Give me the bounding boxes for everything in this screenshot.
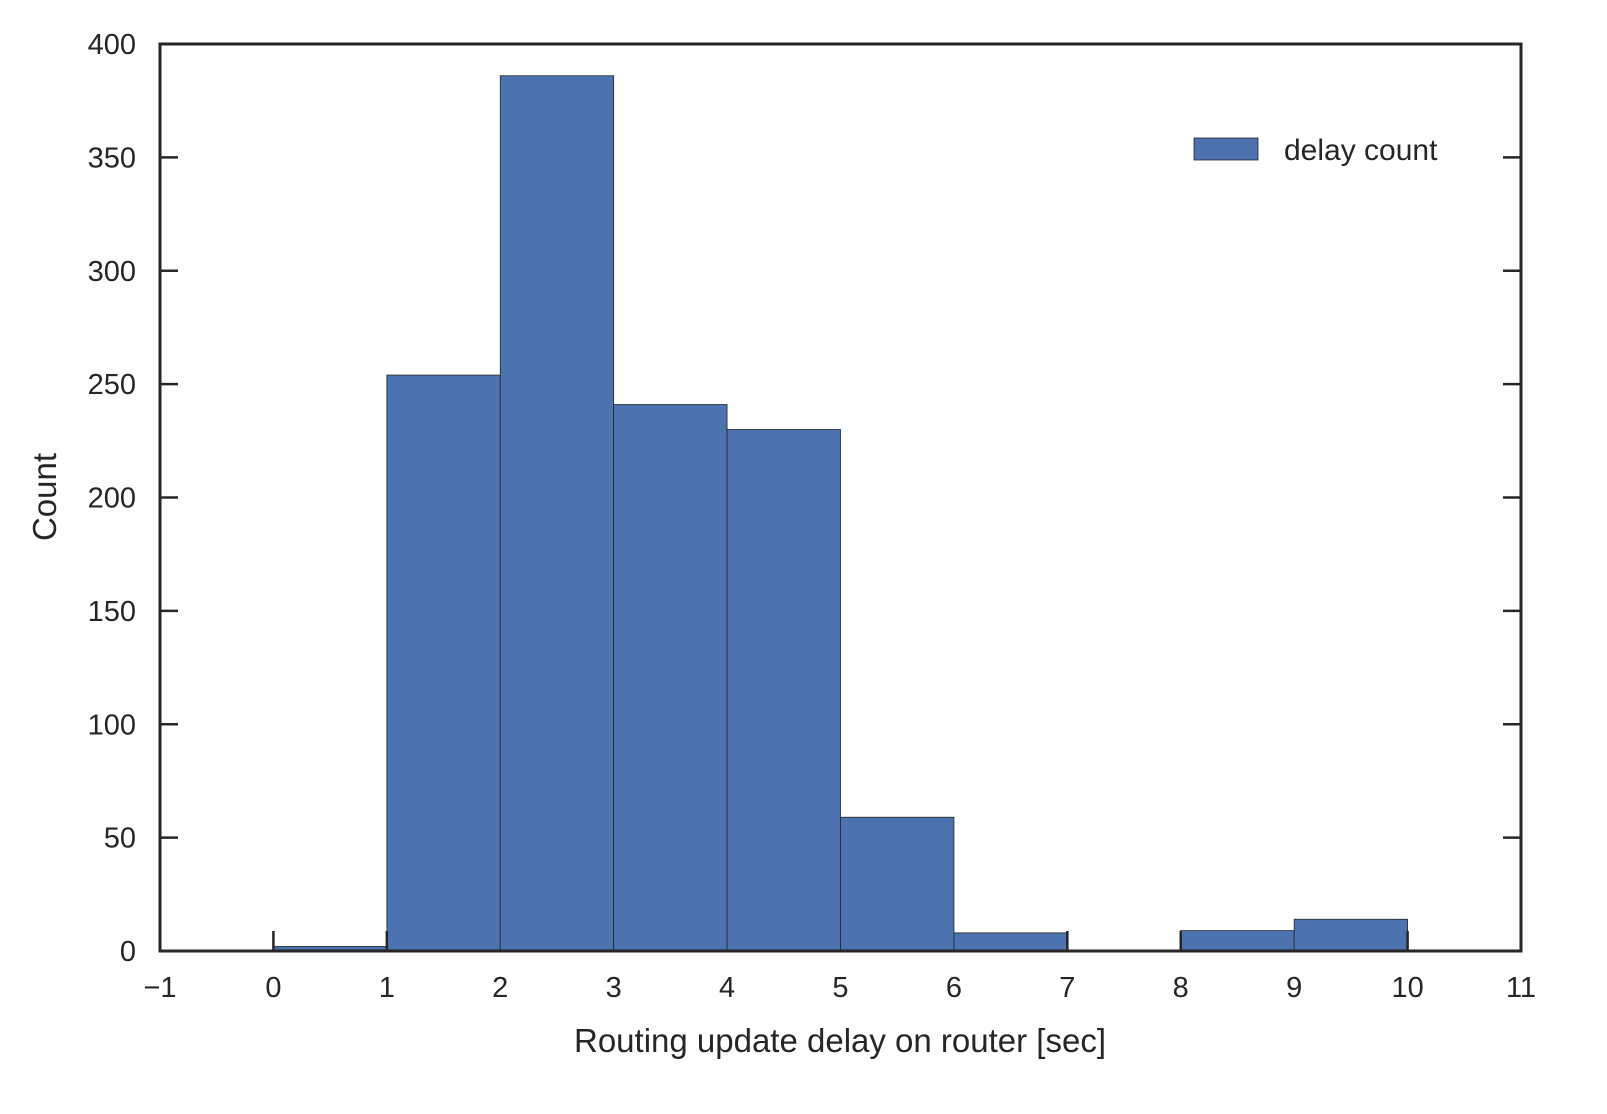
legend-label: delay count bbox=[1284, 134, 1438, 167]
y-tick-label: 150 bbox=[88, 596, 136, 628]
bin-edge-marks bbox=[272, 931, 1409, 951]
bars-layer bbox=[273, 75, 1408, 952]
legend: delay count bbox=[1193, 134, 1438, 167]
x-tick-label: 4 bbox=[719, 972, 735, 1004]
y-tick-label: 100 bbox=[88, 709, 136, 741]
y-tick-label: 200 bbox=[88, 483, 136, 515]
x-tick-label: 0 bbox=[265, 972, 281, 1004]
histogram-bar bbox=[1293, 918, 1408, 952]
histogram-bar bbox=[840, 816, 955, 952]
histogram-bar bbox=[1180, 930, 1295, 952]
x-tick-label: 6 bbox=[946, 972, 962, 1004]
y-tick-label: 50 bbox=[104, 823, 136, 855]
x-tick-label: 7 bbox=[1059, 972, 1075, 1004]
x-tick-label: 9 bbox=[1286, 972, 1302, 1004]
x-tick-label: 5 bbox=[832, 972, 848, 1004]
y-tick-label: 350 bbox=[88, 142, 136, 174]
y-axis-ticks: 0 50 100 150 200 250 300 350 400 bbox=[88, 29, 1521, 968]
y-tick-label: 400 bbox=[88, 29, 136, 61]
histogram-bar bbox=[499, 75, 615, 952]
histogram-bar bbox=[613, 404, 728, 952]
y-tick-label: 300 bbox=[88, 256, 136, 288]
y-tick-label: 250 bbox=[88, 369, 136, 401]
histogram-bar bbox=[386, 374, 501, 952]
x-tick-label: 8 bbox=[1173, 972, 1189, 1004]
x-tick-label: 1 bbox=[379, 972, 395, 1004]
x-tick-label: −1 bbox=[143, 972, 176, 1004]
y-axis-label: Count bbox=[26, 453, 63, 541]
y-tick-label: 0 bbox=[120, 936, 136, 968]
histogram-bar bbox=[726, 429, 841, 952]
x-axis-ticks: −1 0 1 2 3 4 5 6 7 8 9 10 11 bbox=[143, 972, 1536, 1004]
x-axis-label: Routing update delay on router [sec] bbox=[574, 1022, 1106, 1059]
x-tick-label: 10 bbox=[1391, 972, 1423, 1004]
histogram-bar bbox=[953, 932, 1068, 952]
x-tick-label: 2 bbox=[492, 972, 508, 1004]
legend-swatch bbox=[1193, 137, 1259, 161]
x-tick-label: 3 bbox=[606, 972, 622, 1004]
x-tick-label: 11 bbox=[1506, 972, 1536, 1004]
